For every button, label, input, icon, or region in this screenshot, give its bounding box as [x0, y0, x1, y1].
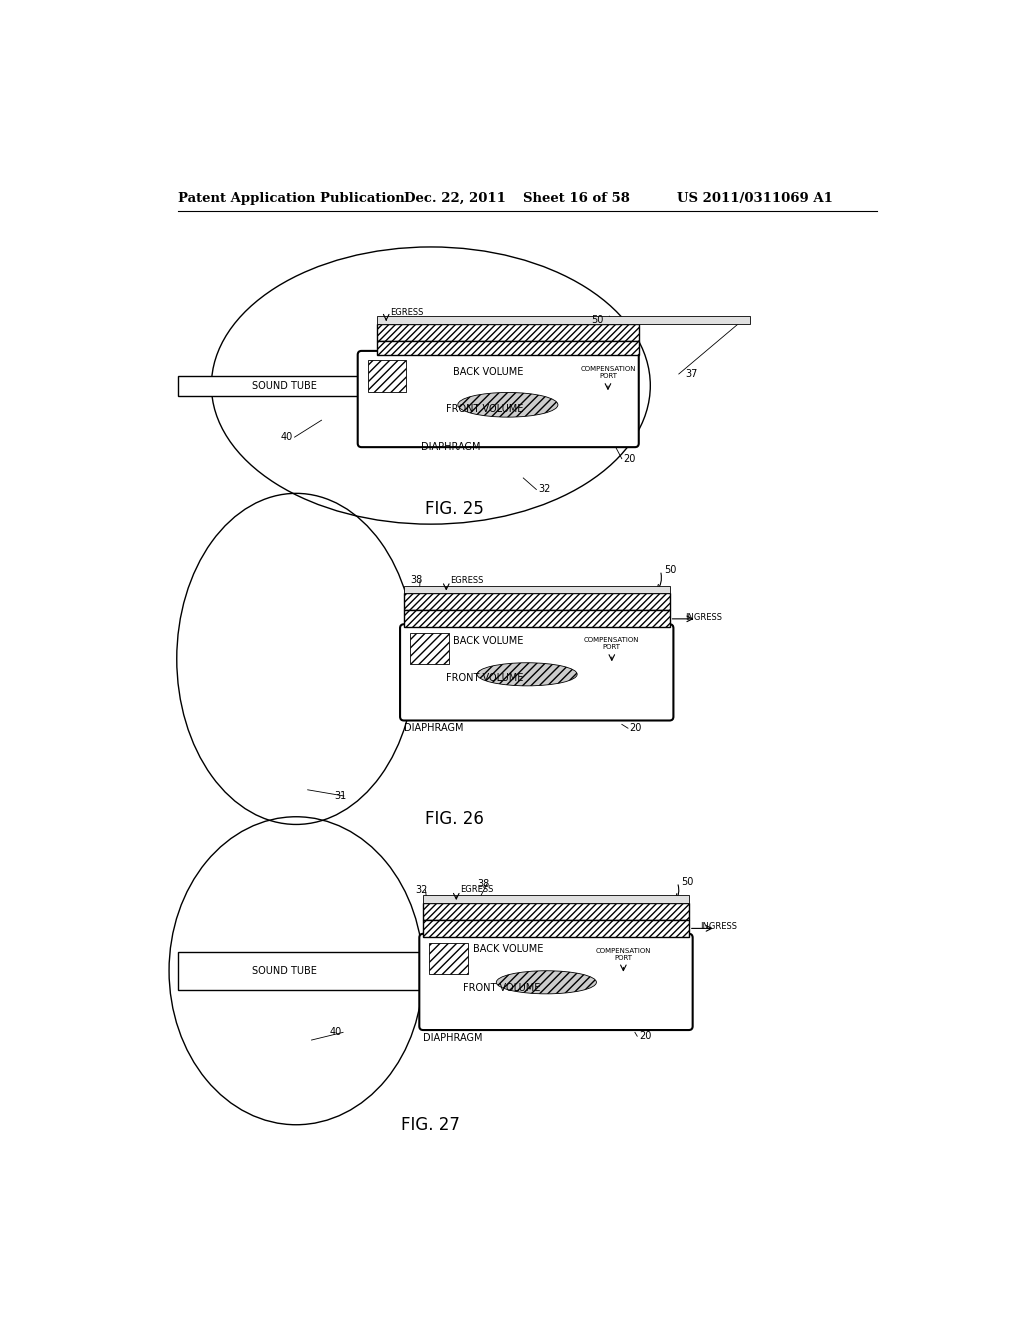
Text: 32: 32	[416, 884, 428, 895]
Text: Patent Application Publication: Patent Application Publication	[178, 191, 406, 205]
Text: 50: 50	[681, 878, 693, 887]
Text: FRONT VOLUME: FRONT VOLUME	[446, 673, 523, 684]
Text: DIAPHRAGM: DIAPHRAGM	[403, 723, 464, 733]
Text: DIAPHRAGM: DIAPHRAGM	[421, 442, 480, 453]
Text: FIG. 26: FIG. 26	[425, 810, 483, 828]
Ellipse shape	[477, 663, 578, 686]
Text: EGRESS: EGRESS	[460, 886, 494, 895]
Text: 37: 37	[685, 370, 697, 379]
Bar	[403, 594, 670, 610]
Text: 20: 20	[624, 454, 636, 463]
Bar	[368, 360, 407, 392]
Text: 32: 32	[539, 484, 551, 495]
Text: 40: 40	[281, 432, 293, 442]
Text: COMPENSATION
PORT: COMPENSATION PORT	[581, 367, 636, 379]
Text: FIG. 27: FIG. 27	[401, 1115, 461, 1134]
Text: COMPENSATION
PORT: COMPENSATION PORT	[584, 638, 640, 651]
Text: EGRESS: EGRESS	[451, 576, 483, 585]
Text: US 2011/0311069 A1: US 2011/0311069 A1	[677, 191, 834, 205]
Bar	[377, 317, 751, 323]
Text: SOUND TUBE: SOUND TUBE	[252, 380, 317, 391]
Text: FRONT VOLUME: FRONT VOLUME	[446, 404, 523, 413]
Text: DIAPHRAGM: DIAPHRAGM	[423, 1032, 482, 1043]
Bar	[377, 341, 639, 355]
Text: Dec. 22, 2011: Dec. 22, 2011	[403, 191, 506, 205]
Ellipse shape	[497, 970, 596, 994]
Text: 20: 20	[639, 1031, 651, 1041]
Text: 38: 38	[410, 576, 422, 585]
Bar	[423, 920, 689, 937]
Bar	[178, 376, 412, 396]
Text: EGRESS: EGRESS	[390, 308, 424, 317]
Bar	[403, 610, 670, 627]
Text: 50: 50	[591, 315, 603, 325]
Text: SOUND TUBE: SOUND TUBE	[252, 966, 317, 975]
Bar	[178, 952, 423, 990]
Bar	[377, 323, 639, 341]
FancyBboxPatch shape	[357, 351, 639, 447]
Text: 50: 50	[665, 565, 677, 576]
Text: 40: 40	[330, 1027, 341, 1038]
Bar	[410, 634, 449, 664]
Text: BACK VOLUME: BACK VOLUME	[473, 944, 543, 954]
Ellipse shape	[458, 392, 558, 417]
Text: 31: 31	[335, 791, 347, 801]
Text: INGRESS: INGRESS	[685, 612, 722, 622]
Text: Sheet 16 of 58: Sheet 16 of 58	[523, 191, 630, 205]
Bar	[429, 942, 468, 974]
Bar	[403, 586, 670, 594]
Text: 20: 20	[630, 723, 642, 733]
Text: FRONT VOLUME: FRONT VOLUME	[463, 982, 541, 993]
Text: FIG. 25: FIG. 25	[425, 500, 483, 517]
FancyBboxPatch shape	[419, 933, 692, 1030]
Text: INGRESS: INGRESS	[700, 921, 737, 931]
Bar	[423, 903, 689, 920]
Text: BACK VOLUME: BACK VOLUME	[454, 636, 524, 647]
FancyBboxPatch shape	[400, 624, 674, 721]
Text: 38: 38	[477, 879, 489, 888]
Text: COMPENSATION
PORT: COMPENSATION PORT	[596, 948, 651, 961]
Text: BACK VOLUME: BACK VOLUME	[454, 367, 524, 376]
Bar	[423, 895, 689, 903]
